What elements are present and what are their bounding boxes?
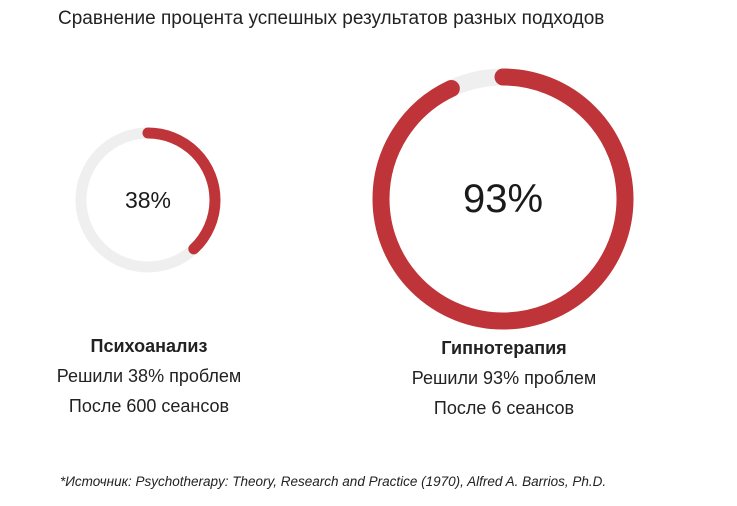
donut-hypnotherapy-svg: 93% [372, 68, 634, 330]
sessions-line: После 6 сеансов [433, 398, 575, 418]
sessions-line: После 600 сеансов [68, 396, 230, 416]
donut-arc [75, 127, 221, 273]
caption-hypnotherapy: Гипнотерапия Решили 93% проблем После 6 … [372, 333, 636, 423]
donut-psychoanalysis: 38% [70, 122, 226, 278]
source-footnote: *Источник: Psychotherapy: Theory, Resear… [60, 474, 607, 489]
approach-name: Психоанализ [90, 336, 208, 356]
caption-psychoanalysis: Психоанализ Решили 38% проблем После 600… [20, 331, 278, 421]
donut-psychoanalysis-svg: 38% [75, 127, 221, 273]
result-line: Решили 38% проблем [56, 366, 242, 386]
chart-title: Сравнение процента успешных результатов … [58, 8, 605, 29]
approach-name: Гипнотерапия [441, 338, 567, 358]
donut-value-label: 93% [463, 177, 543, 221]
donut-value-label: 38% [125, 187, 171, 213]
donut-arc [372, 68, 634, 330]
result-line: Решили 93% проблем [411, 368, 597, 388]
donut-hypnotherapy: 93% [368, 64, 638, 334]
